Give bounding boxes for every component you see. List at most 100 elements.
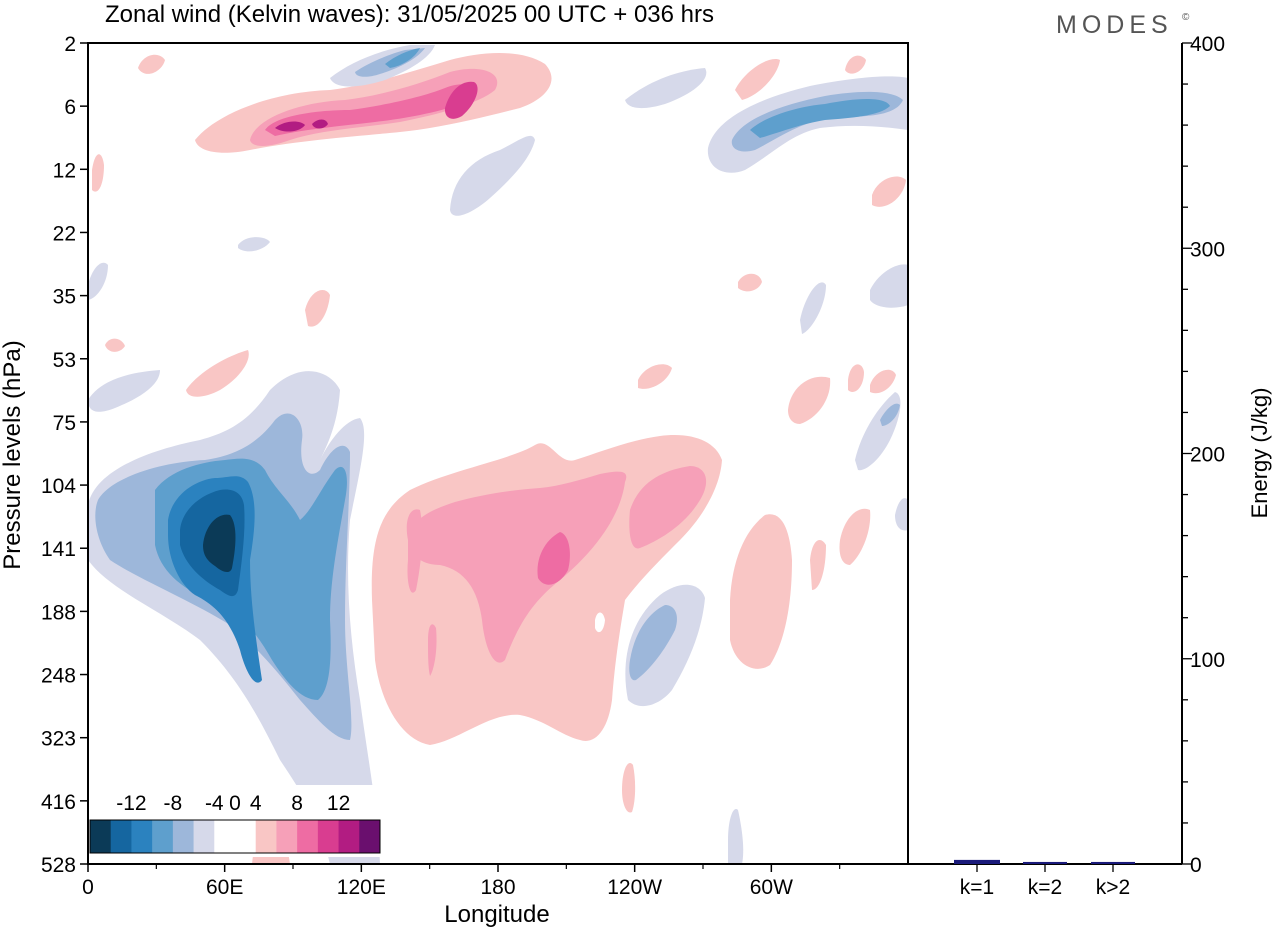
contour-region	[537, 532, 570, 585]
contour-region	[138, 54, 165, 74]
y-tick-label: 22	[53, 222, 76, 245]
y-tick-label: 2	[64, 33, 76, 56]
contour-region	[275, 119, 328, 132]
contour-region	[880, 403, 900, 426]
energy-panel: 0 100 200 300 400 k=1 k=2 k>2 Energy (J/kg)	[908, 33, 1272, 899]
colorbar-label: -12	[116, 792, 146, 815]
contour-region	[408, 471, 627, 663]
x-axis: 0 60E 120E 180 120W 60W	[82, 864, 841, 899]
colorbar-label: 8	[291, 792, 303, 815]
energy-bar	[1023, 861, 1067, 864]
contour-region	[622, 762, 636, 813]
contour-region	[800, 282, 826, 334]
y-axis-label: Pressure levels (hPa)	[0, 340, 26, 569]
energy-bar	[954, 859, 1000, 864]
x-tick-label: 60E	[206, 876, 243, 899]
energy-categories: k=1 k=2 k>2	[960, 864, 1130, 899]
y-tick-label: 416	[41, 791, 76, 814]
x-tick-label: 180	[480, 876, 515, 899]
contour-region	[848, 364, 864, 392]
modes-logo: MODES	[1056, 11, 1173, 39]
energy-category-label: k=1	[960, 876, 994, 899]
y-tick-label: 75	[53, 412, 76, 435]
contour-region	[872, 176, 906, 207]
y-axis-left: 2 6 12 22 35 53 75 104 141 188 248 323 416 528	[41, 33, 88, 877]
energy-category-label: k=2	[1028, 876, 1062, 899]
colorbar-swatch	[317, 820, 340, 853]
y-tick-label: 6	[64, 96, 76, 119]
contour-region	[870, 264, 908, 308]
colorbar-swatch	[255, 820, 277, 853]
contour-region	[238, 237, 270, 252]
contour-region	[105, 338, 125, 352]
x-tick-label: 0	[82, 876, 94, 899]
colorbar-swatch	[235, 820, 257, 853]
colorbar-label: 0	[229, 792, 241, 815]
contour-region	[203, 514, 236, 573]
contour-region	[92, 154, 104, 192]
contour-region	[385, 48, 420, 68]
contour-region	[88, 370, 160, 412]
contour-region	[750, 99, 890, 138]
y-tick-label: 12	[53, 159, 76, 182]
colorbar-label: -8	[164, 792, 183, 815]
contour-region	[595, 612, 605, 633]
modes-logo-mark: ©	[1182, 12, 1194, 23]
y-tick-label: 53	[53, 349, 76, 372]
contour-region	[625, 68, 707, 109]
energy-tick-label: 0	[1190, 854, 1202, 877]
contour-region	[88, 262, 108, 300]
colorbar-swatch	[297, 820, 319, 853]
contour-region	[305, 290, 330, 327]
colorbar-swatch	[110, 820, 132, 853]
colorbar-swatch	[338, 820, 360, 853]
y-tick-label: 248	[41, 665, 76, 688]
y-tick-label: 528	[41, 854, 76, 877]
contour-region	[406, 509, 423, 593]
chart-title: Zonal wind (Kelvin waves): 31/05/2025 00…	[105, 1, 714, 28]
y-tick-label: 141	[41, 538, 76, 561]
colorbar: -12 -8 -4 0 4 8 12	[88, 785, 384, 857]
colorbar-swatch	[172, 820, 195, 853]
contour-region	[728, 809, 744, 864]
contour-region	[845, 55, 866, 74]
contour-region	[870, 369, 896, 394]
x-tick-label: 120E	[337, 876, 386, 899]
contour-region	[735, 59, 780, 100]
contour-region	[810, 540, 826, 590]
contour-region	[428, 624, 437, 676]
colorbar-swatch	[131, 820, 153, 853]
energy-category-label: k>2	[1096, 876, 1130, 899]
energy-tick-label: 300	[1190, 238, 1225, 261]
colorbar-swatch	[152, 820, 174, 853]
x-tick-label: 120W	[607, 876, 662, 899]
contour-region	[638, 364, 672, 389]
contour-region	[444, 81, 478, 119]
colorbar-label: -4	[205, 792, 224, 815]
colorbar-swatches	[90, 820, 381, 853]
contour-region	[730, 514, 792, 669]
contour-region	[186, 350, 249, 397]
colorbar-swatch	[276, 820, 298, 853]
x-tick-label: 60W	[750, 876, 793, 899]
contour-region	[788, 376, 831, 424]
y-tick-label: 104	[41, 475, 76, 498]
energy-axis-label: Energy (J/kg)	[1247, 388, 1272, 519]
colorbar-label: 4	[250, 792, 262, 815]
colorbar-swatch	[193, 820, 215, 853]
y-tick-label: 35	[53, 286, 76, 309]
colorbar-swatch	[214, 820, 236, 853]
contour-region	[855, 392, 901, 471]
contour-region	[450, 135, 535, 216]
contour-region	[629, 605, 677, 681]
energy-tick-label: 100	[1190, 649, 1225, 672]
contour-region	[629, 466, 707, 549]
colorbar-swatch	[359, 820, 381, 853]
energy-bars	[954, 859, 1135, 864]
colorbar-labels: -12 -8 -4 0 4 8 12	[116, 792, 350, 815]
y-tick-label: 323	[41, 728, 76, 751]
energy-bar	[1091, 861, 1135, 864]
energy-tick-label: 200	[1190, 444, 1225, 467]
contour-region	[738, 273, 762, 292]
colorbar-label: 12	[327, 792, 350, 815]
